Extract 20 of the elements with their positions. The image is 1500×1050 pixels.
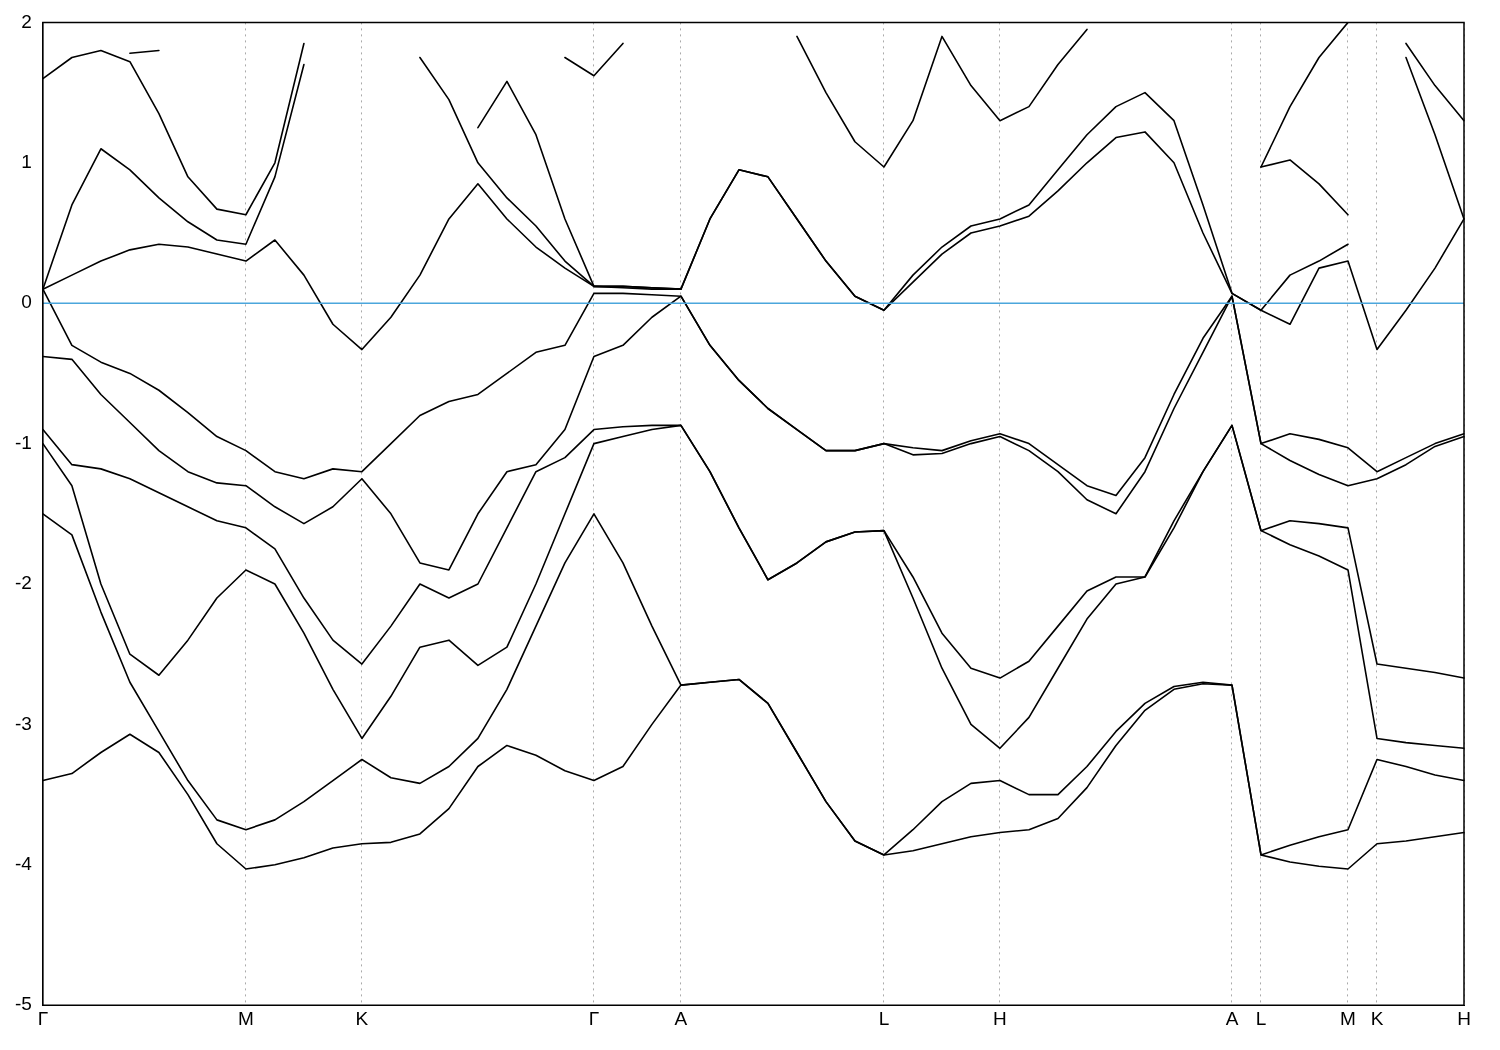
x-tick-label: A [674,1007,688,1029]
y-tick-label: -5 [14,993,32,1015]
x-tick-label: Γ [588,1007,600,1029]
x-tick-label: M [1340,1007,1356,1029]
y-tick-label: 2 [21,10,32,32]
x-tick-label: M [238,1007,254,1029]
y-tick-label: -1 [14,431,32,453]
x-tick-label: H [993,1007,1007,1029]
x-tick-label: Γ [37,1007,49,1029]
y-tick-label: -3 [14,712,32,734]
x-tick-label: K [355,1007,369,1029]
y-tick-label: -2 [14,572,32,594]
x-tick-label: K [1370,1007,1384,1029]
x-tick-label: H [1457,1007,1471,1029]
y-tick-label: 1 [21,151,32,173]
y-tick-label: 0 [21,291,32,313]
y-tick-label: -4 [14,853,33,875]
x-tick-label: L [1255,1007,1267,1029]
x-tick-label: L [878,1007,890,1029]
x-tick-label: A [1225,1007,1239,1029]
